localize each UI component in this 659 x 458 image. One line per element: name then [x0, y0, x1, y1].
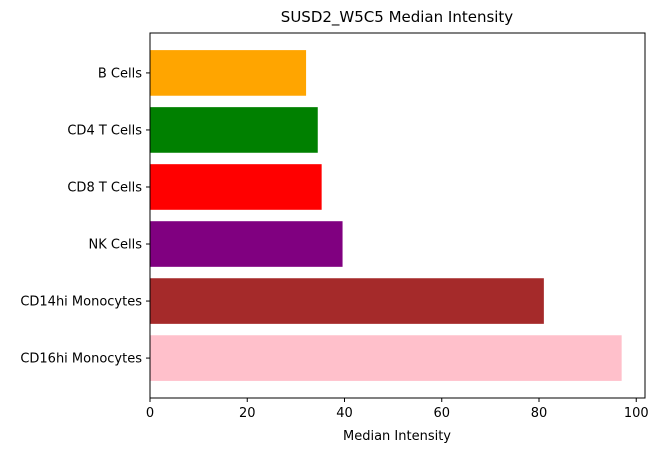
plot-frame [149, 32, 646, 399]
plot-area [150, 50, 622, 381]
y-axis: B Cells CD4 T Cells CD8 T Cells NK Cells CD1… [20, 66, 150, 367]
y-tick-label: B Cells [98, 66, 142, 81]
y-tick-label: CD14hi Monocytes [20, 295, 142, 310]
x-tick-label: 80 [531, 406, 548, 421]
bar-cd16hi-monocytes [150, 335, 622, 381]
y-tick-label: CD16hi Monocytes [20, 352, 142, 367]
bar-nk-cells [150, 221, 343, 267]
y-tick-label: NK Cells [89, 238, 143, 253]
x-axis: 0 20 40 60 80 100 [146, 398, 649, 421]
y-tick-label: CD8 T Cells [67, 180, 142, 195]
bar-cd8-t-cells [150, 164, 322, 210]
chart-title: SUSD2_W5C5 Median Intensity [281, 8, 514, 27]
x-tick-label: 60 [433, 406, 450, 421]
y-tick-label: CD4 T Cells [67, 123, 142, 138]
x-tick-label: 100 [624, 406, 649, 421]
x-axis-title: Median Intensity [343, 429, 451, 444]
x-tick-label: 0 [146, 406, 154, 421]
x-tick-label: 40 [336, 406, 353, 421]
bar-cd14hi-monocytes [150, 278, 544, 324]
bar-b-cells [150, 50, 307, 96]
x-tick-label: 20 [239, 406, 256, 421]
bar-cd4-t-cells [150, 107, 318, 153]
